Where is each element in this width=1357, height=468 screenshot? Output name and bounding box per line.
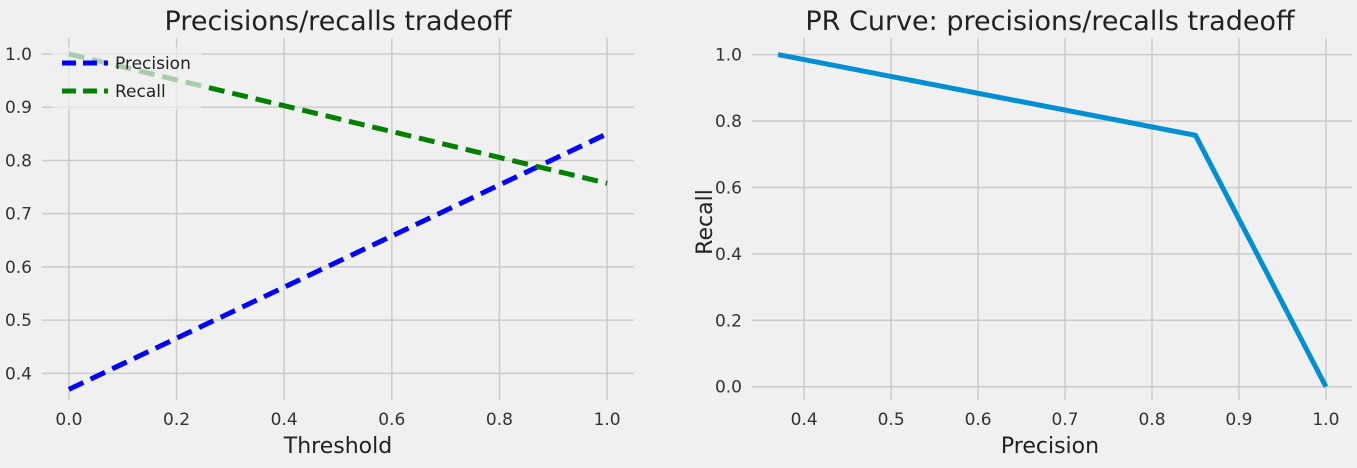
x-tick-label: 1.0: [1312, 410, 1339, 430]
x-tick-label: 0.7: [1052, 410, 1079, 430]
y-tick-label: 0.4: [715, 245, 742, 265]
chart-title: PR Curve: precisions/recalls tradeoff: [805, 6, 1296, 37]
y-tick-label: 0.2: [715, 311, 742, 331]
y-tick-label: 0.4: [5, 364, 32, 384]
series: [67, 51, 609, 392]
x-tick-label: 0.6: [378, 410, 405, 430]
y-tick-label: 0.5: [5, 311, 32, 331]
y-tick-label: 0.7: [5, 205, 32, 225]
x-tick-label: 0.4: [271, 410, 298, 430]
y-tick-label: 1.0: [715, 46, 742, 66]
y-tick-label: 0.6: [5, 258, 32, 278]
x-tick-label: 0.5: [878, 410, 905, 430]
y-axis: 0.4 0.5 0.6 0.7 0.8 0.9 1.0: [5, 45, 32, 384]
grid: [752, 38, 1352, 400]
x-tick-label: 0.8: [1138, 410, 1165, 430]
pr-curve-chart: 0.0 0.2 0.4 0.6 0.8 1.0 0.4 0.5 0.6 0.7 0.8 0.9 1.0…: [693, 6, 1352, 459]
x-tick-label: 0.8: [486, 410, 513, 430]
x-tick-label: 0.0: [55, 410, 82, 430]
x-tick-label: 0.2: [163, 410, 190, 430]
legend: Precision Recall: [52, 47, 202, 109]
chart-title: Precisions/recalls tradeoff: [165, 6, 513, 37]
y-tick-label: 0.6: [715, 178, 742, 198]
x-axis: 0.4 0.5 0.6 0.7 0.8 0.9 1.0: [791, 410, 1340, 430]
pr-curve-line: [777, 52, 1329, 388]
precision-line: [67, 131, 609, 392]
x-tick-label: 1.0: [594, 410, 621, 430]
plot-area-background: [752, 38, 1352, 400]
grid: [42, 38, 634, 400]
y-tick-label: 0.8: [5, 151, 32, 171]
x-tick-label: 0.4: [791, 410, 818, 430]
y-axis-label: Recall: [693, 189, 718, 255]
series: [777, 52, 1329, 388]
y-tick-label: 0.9: [5, 98, 32, 118]
legend-label-precision: Precision: [115, 54, 191, 74]
x-axis: 0.0 0.2 0.4 0.6 0.8 1.0: [55, 410, 620, 430]
precision-recall-threshold-chart: 0.4 0.5 0.6 0.7 0.8 0.9 1.0 0.0 0.2 0.4 0.6 0.8 1.0…: [5, 6, 634, 459]
y-tick-label: 0.0: [715, 378, 742, 398]
x-tick-label: 0.9: [1225, 410, 1252, 430]
recall-line: [68, 51, 608, 186]
y-tick-label: 0.8: [715, 112, 742, 132]
legend-label-recall: Recall: [115, 82, 166, 102]
y-axis: 0.0 0.2 0.4 0.6 0.8 1.0: [715, 46, 742, 398]
x-tick-label: 0.6: [965, 410, 992, 430]
x-axis-label: Threshold: [283, 434, 392, 459]
x-axis-label: Precision: [1001, 434, 1099, 459]
y-tick-label: 1.0: [5, 45, 32, 65]
